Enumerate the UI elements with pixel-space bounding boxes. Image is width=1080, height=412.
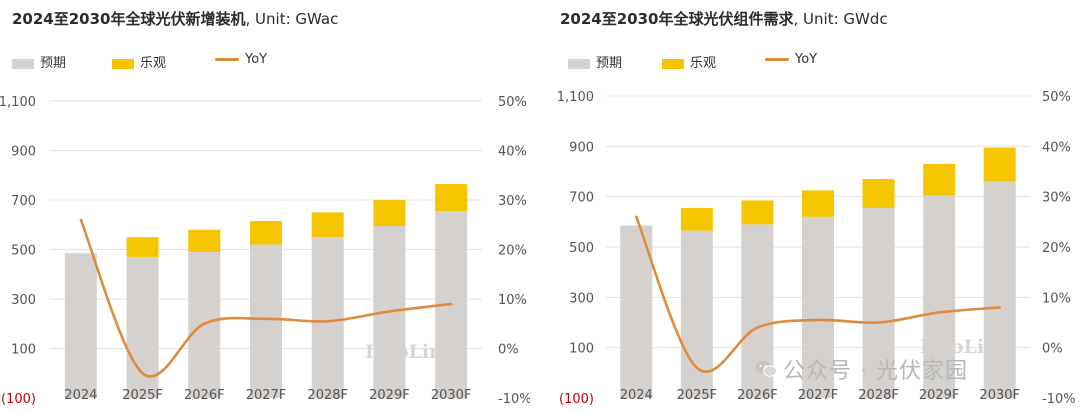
- legend-label-yoy: YoY: [245, 52, 268, 67]
- bar-optimistic: [983, 147, 1016, 182]
- chart-panel-module-demand: 2024至2030年全球光伏组件需求, Unit: GWdc 预期 乐观 YoY…: [548, 0, 1080, 412]
- bar-expected: [620, 225, 653, 398]
- chart-title-main: 2024至2030年全球光伏组件需求: [560, 10, 794, 28]
- chart-plot: (100) 100 300 500 700 900 1,100 -10% 0% 10% 20% 30%…: [557, 90, 1076, 407]
- x-tick-label: 2029F: [369, 388, 410, 403]
- y2-tick-label: 50%: [498, 95, 527, 110]
- bar-optimistic: [923, 163, 956, 196]
- y-tick-label: (100): [1, 392, 36, 407]
- chart-panel-installations: 2024至2030年全球光伏新增装机, Unit: GWac 预期 乐观 YoY…: [0, 0, 530, 412]
- x-tick-label: 2025F: [122, 388, 163, 403]
- y-tick-label: 300: [11, 293, 36, 308]
- y2-tick-label: 20%: [1042, 241, 1071, 256]
- y-tick-label: 100: [11, 343, 36, 358]
- x-tick-label: 2026F: [184, 388, 225, 403]
- y2-tick-label: 10%: [498, 293, 527, 308]
- legend-label-expected: 预期: [596, 56, 623, 71]
- bar-expected: [802, 216, 834, 398]
- bar-expected: [311, 237, 344, 398]
- bar-optimistic: [250, 221, 282, 245]
- y2-tick-label: 0%: [1042, 342, 1063, 357]
- legend-label-optimistic: 乐观: [690, 56, 717, 71]
- x-tick-label: 2027F: [798, 388, 839, 403]
- x-tick-label: 2025F: [677, 388, 718, 403]
- y2-tick-label: 40%: [498, 145, 527, 160]
- y2-tick-label: -10%: [498, 392, 530, 407]
- bar-optimistic: [741, 200, 774, 225]
- y2-tick-label: -10%: [1042, 392, 1076, 407]
- y2-tick-label: 50%: [1042, 90, 1071, 105]
- y-tick-label: 700: [11, 194, 36, 209]
- y2-tick-label: 20%: [498, 244, 527, 259]
- y2-tick-label: 10%: [1042, 291, 1071, 306]
- chart-title: 2024至2030年全球光伏新增装机, Unit: GWac: [12, 8, 338, 29]
- chart-plot: (100) 100 300 500 700 900 1,100 -10% 0% 10% 20% 30%…: [0, 95, 530, 407]
- legend-label-expected: 预期: [40, 56, 67, 71]
- legend-swatch-optimistic: [112, 58, 134, 69]
- legend-swatch-expected: [12, 58, 34, 69]
- y-tick-label: 900: [11, 145, 36, 160]
- y-tick-label: 500: [11, 244, 36, 259]
- x-tick-label: 2026F: [737, 388, 778, 403]
- x-tick-label: 2028F: [307, 388, 348, 403]
- bar-optimistic: [680, 207, 713, 231]
- legend-label-yoy: YoY: [795, 52, 818, 67]
- y-tick-label: 100: [569, 342, 594, 357]
- wechat-icon: [755, 361, 777, 377]
- y-tick-label: 500: [569, 241, 594, 256]
- y-tick-label: 1,100: [557, 90, 594, 105]
- x-tick-label: 2027F: [246, 388, 287, 403]
- y2-tick-label: 30%: [498, 194, 527, 209]
- bar-optimistic: [435, 183, 468, 212]
- x-tick-label: 2024: [64, 388, 97, 403]
- bar-optimistic: [862, 179, 895, 208]
- bar-expected: [923, 195, 956, 398]
- yoy-line: [634, 215, 1002, 373]
- legend-item-optimistic: 乐观: [112, 52, 166, 71]
- y-tick-label: 1,100: [0, 95, 36, 110]
- x-tick-label: 2030F: [431, 388, 472, 403]
- bar-expected: [862, 207, 895, 398]
- legend-item-yoy: YoY: [765, 52, 817, 67]
- x-tick-label: 2030F: [979, 388, 1020, 403]
- legend-line-yoy: [765, 58, 789, 61]
- y-tick-label: 700: [569, 191, 594, 206]
- chart-title-main: 2024至2030年全球光伏新增装机: [12, 10, 246, 28]
- x-tick-label: 2028F: [858, 388, 899, 403]
- bar-expected: [64, 253, 97, 398]
- y2-tick-label: 30%: [1042, 191, 1071, 206]
- y2-tick-label: 40%: [1042, 140, 1071, 155]
- chart-title: 2024至2030年全球光伏组件需求, Unit: GWdc: [560, 8, 888, 29]
- y-tick-label: (100): [559, 392, 594, 407]
- legend-swatch-expected: [568, 58, 590, 69]
- legend-line-yoy: [215, 58, 239, 61]
- y2-tick-label: 0%: [498, 343, 519, 358]
- chart-title-unit: , Unit: GWdc: [793, 10, 888, 28]
- bar-optimistic: [802, 190, 834, 217]
- bar-optimistic: [126, 237, 159, 257]
- y-tick-label: 900: [569, 140, 594, 155]
- legend-item-yoy: YoY: [215, 52, 267, 67]
- bar-expected: [250, 244, 282, 398]
- chart-title-unit: , Unit: GWac: [245, 10, 339, 28]
- x-tick-label: 2024: [620, 388, 653, 403]
- y-tick-label: 300: [569, 291, 594, 306]
- footer-watermark: 公众号 · 光伏家园: [783, 359, 968, 384]
- legend-item-expected: 预期: [12, 52, 66, 71]
- legend-label-optimistic: 乐观: [140, 56, 167, 71]
- bar-expected: [680, 230, 713, 398]
- legend-swatch-optimistic: [662, 58, 684, 69]
- bar-expected: [983, 181, 1016, 398]
- legend-item-expected: 预期: [568, 52, 622, 71]
- bar-optimistic: [311, 212, 344, 238]
- bar-optimistic: [188, 229, 221, 252]
- x-tick-label: 2029F: [919, 388, 960, 403]
- bar-optimistic: [373, 200, 406, 226]
- yoy-line: [79, 218, 453, 378]
- legend-item-optimistic: 乐观: [662, 52, 716, 71]
